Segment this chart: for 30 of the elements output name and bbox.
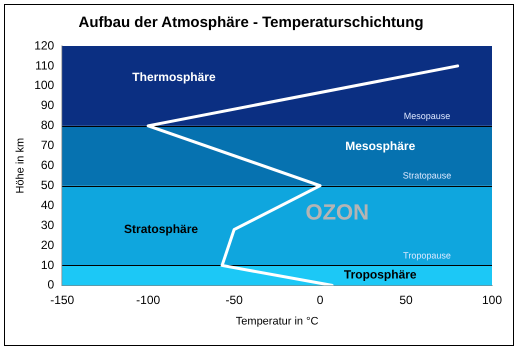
- y-tick-label: 110: [35, 58, 55, 72]
- x-tick-label: 50: [399, 292, 414, 307]
- y-axis-title: Höhe in km: [14, 138, 27, 194]
- x-tick-label: -50: [225, 292, 244, 307]
- x-tick-label: -150: [50, 292, 75, 307]
- band-label: Mesosphäre: [345, 139, 416, 154]
- y-tick-label: 30: [40, 218, 55, 232]
- x-tick-label: 0: [316, 292, 324, 307]
- ref-line-label: Tropopause: [403, 250, 451, 260]
- y-tick-label: 20: [40, 238, 55, 252]
- y-tick-label: 80: [40, 118, 55, 132]
- y-tick-label: 70: [40, 138, 55, 152]
- y-tick-label: 0: [48, 278, 55, 292]
- y-tick-label: 90: [40, 98, 55, 112]
- x-axis-title: Temperatur in °C: [236, 315, 318, 328]
- ref-line-label: Mesopause: [404, 110, 450, 121]
- x-tick-label: 100: [482, 292, 502, 307]
- band-label: Troposphäre: [344, 268, 417, 282]
- annotation: OZON: [306, 200, 370, 225]
- band-label: Stratosphäre: [124, 222, 198, 236]
- y-tick-label: 100: [34, 78, 55, 92]
- y-tick-label: 60: [40, 158, 55, 172]
- y-tick-label: 120: [34, 38, 55, 52]
- band-label: Thermosphäre: [132, 70, 216, 84]
- y-tick-label: 10: [40, 258, 55, 272]
- y-tick-label: 40: [40, 198, 55, 212]
- y-tick-label: 50: [40, 178, 55, 192]
- x-tick-label: -100: [136, 292, 161, 307]
- ref-line-label: Stratopause: [402, 170, 452, 181]
- chart-title: Aufbau der Atmosphäre - Temperaturschichtung: [78, 14, 424, 32]
